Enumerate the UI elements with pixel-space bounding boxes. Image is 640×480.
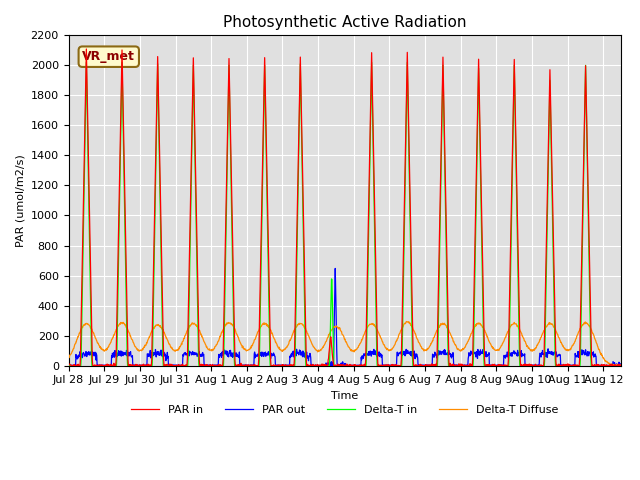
Delta-T Diffuse [322, 363, 330, 369]
PAR out [225, 320, 232, 325]
Line: Delta-T in: Delta-T in [68, 62, 623, 366]
PAR in [370, 165, 378, 171]
Delta-T Diffuse [196, 353, 204, 359]
PAR in [619, 363, 627, 369]
PAR in [68, 363, 76, 369]
X-axis label: Time: Time [332, 391, 358, 401]
Legend: PAR in, PAR out, Delta-T in, Delta-T Diffuse: PAR in, PAR out, Delta-T in, Delta-T Dif… [127, 401, 563, 420]
Delta-T in [619, 363, 627, 369]
PAR in [83, 46, 90, 52]
PAR out [146, 334, 154, 340]
Delta-T in [225, 84, 232, 89]
Delta-T in [197, 363, 205, 369]
Delta-T Diffuse [332, 265, 339, 271]
PAR in [147, 362, 154, 368]
PAR in [225, 56, 233, 61]
PAR in [197, 363, 205, 369]
PAR out [369, 321, 377, 327]
PAR out [403, 319, 410, 324]
Line: PAR in: PAR in [68, 49, 623, 366]
Delta-T Diffuse [146, 353, 154, 359]
Line: Delta-T Diffuse: Delta-T Diffuse [68, 268, 623, 366]
PAR in [235, 363, 243, 369]
Delta-T Diffuse [234, 354, 242, 360]
Delta-T Diffuse [370, 347, 378, 352]
Delta-T Diffuse [65, 362, 72, 368]
Delta-T in [372, 312, 380, 318]
PAR out [234, 334, 242, 340]
PAR out [619, 363, 627, 369]
PAR out [372, 324, 380, 330]
Delta-T in [146, 363, 154, 369]
PAR out [65, 355, 72, 361]
PAR out [611, 363, 618, 369]
Delta-T Diffuse [372, 351, 380, 357]
Delta-T in [65, 363, 72, 369]
Delta-T in [83, 60, 90, 65]
Delta-T in [235, 363, 243, 369]
Delta-T Diffuse [619, 363, 627, 369]
Line: PAR out: PAR out [68, 322, 623, 366]
Delta-T Diffuse [225, 352, 232, 358]
PAR in [65, 362, 72, 368]
Title: Photosynthetic Active Radiation: Photosynthetic Active Radiation [223, 15, 467, 30]
Delta-T in [370, 165, 378, 170]
Y-axis label: PAR (umol/m2/s): PAR (umol/m2/s) [15, 154, 25, 247]
PAR out [196, 330, 204, 336]
Text: VR_met: VR_met [83, 50, 135, 63]
PAR in [372, 299, 380, 305]
